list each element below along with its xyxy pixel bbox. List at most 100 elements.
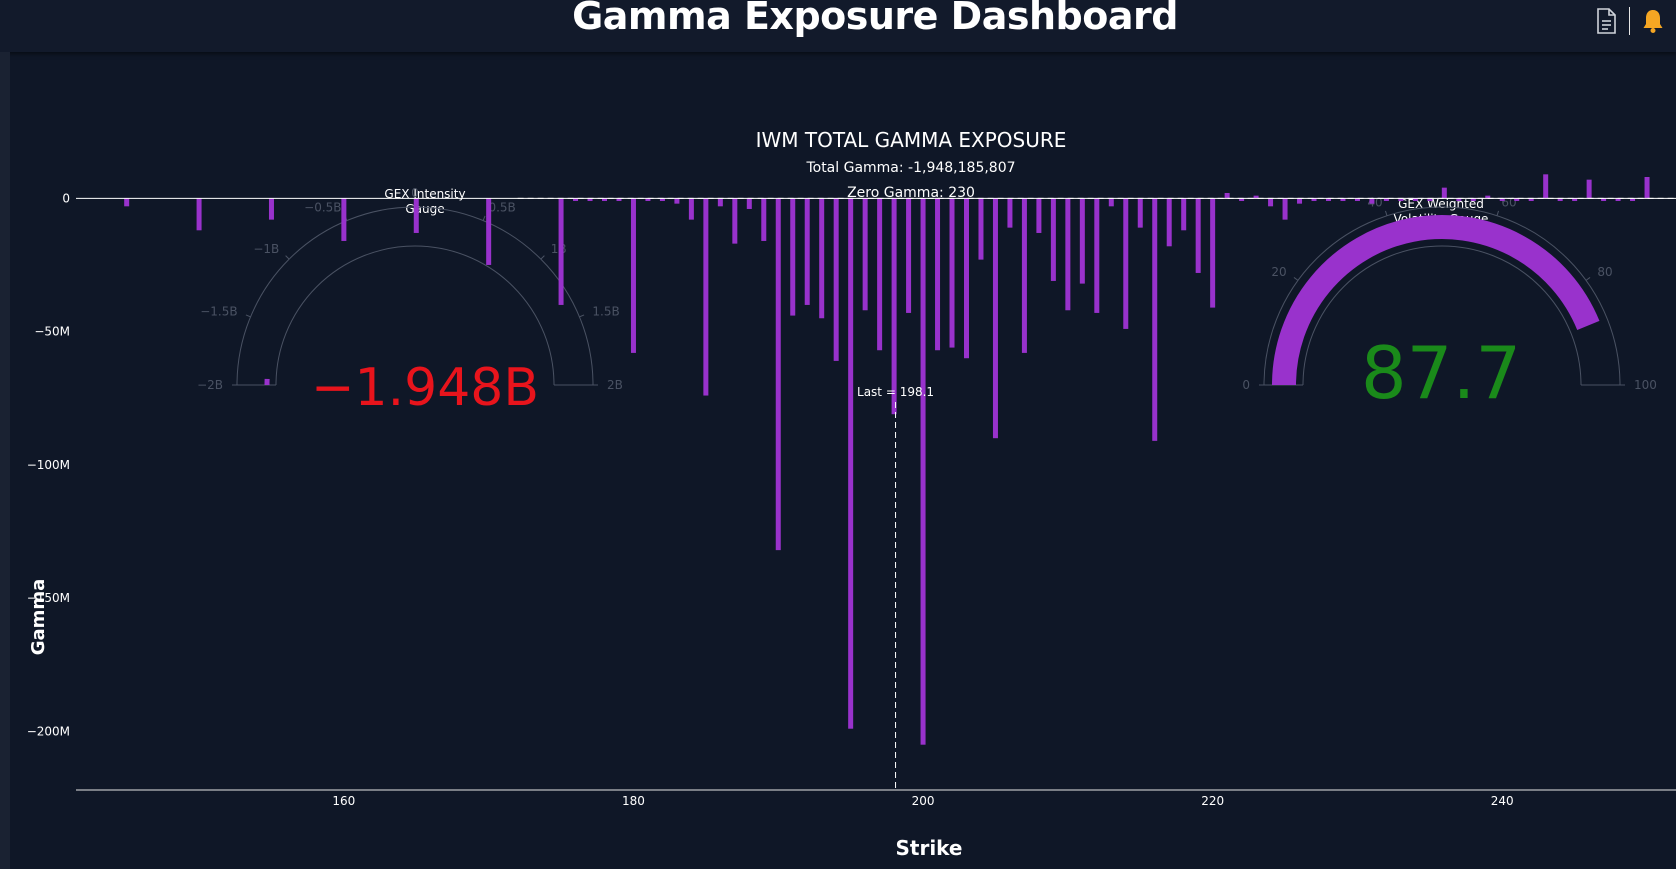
gamma-bar: [645, 198, 651, 201]
gauge-tick-mark: [1585, 277, 1591, 281]
top-bar: Gamma Exposure Dashboard: [0, 0, 1676, 52]
gamma-bar: [992, 198, 998, 439]
gamma-bar: [1630, 198, 1636, 201]
left-sidebar-strip: [0, 52, 10, 869]
gauge-tick-label: 0.5B: [488, 201, 515, 215]
gamma-bar: [1514, 198, 1520, 201]
gamma-bar: [1369, 198, 1375, 204]
gamma-bar: [877, 198, 883, 351]
bell-icon[interactable]: [1640, 7, 1666, 35]
gamma-bar: [1427, 198, 1433, 201]
gamma-bar: [1543, 174, 1549, 199]
gamma-bar: [674, 198, 680, 204]
gamma-bar: [1297, 198, 1303, 204]
total-gamma-label: Total Gamma: -1,948,185,807: [805, 160, 1015, 176]
gamma-bar: [1412, 198, 1418, 201]
gamma-bar: [935, 198, 941, 351]
gamma-bar: [413, 198, 419, 233]
gamma-bar: [1615, 198, 1621, 201]
gamma-bar: [1470, 198, 1476, 201]
gamma-bar: [790, 198, 796, 316]
gamma-bar: [1050, 198, 1056, 281]
gamma-bar: [1166, 198, 1172, 247]
gamma-bar: [1644, 177, 1650, 199]
gamma-bar: [1557, 198, 1563, 201]
gauge-right-value: 87.7: [1361, 331, 1521, 415]
gamma-bar: [848, 198, 854, 729]
gamma-bar: [1340, 198, 1346, 201]
gamma-bar: [1224, 192, 1230, 199]
gauge-left-title-line1: GEX Intensity: [384, 187, 465, 201]
x-tick-label: 160: [332, 794, 355, 808]
gamma-bar: [1383, 198, 1389, 201]
gauge-inner-arc: [1302, 245, 1582, 386]
toolbar-divider: [1629, 7, 1630, 35]
gamma-bar: [978, 198, 984, 260]
gauge-left-value: −1.948B: [311, 358, 539, 418]
gamma-bar: [1485, 195, 1491, 199]
gauge-tick-label: 60: [1501, 195, 1516, 209]
gamma-bar: [659, 198, 665, 201]
gauge-tick-label: 100: [1634, 378, 1657, 392]
gauge-tick-mark: [285, 255, 290, 260]
gamma-bar: [573, 198, 579, 201]
gamma-bar: [891, 198, 897, 415]
document-icon[interactable]: [1593, 7, 1619, 35]
gauge-tick-mark: [1496, 210, 1500, 216]
gauge-tick-mark: [245, 314, 251, 318]
gamma-bar: [268, 198, 274, 220]
gamma-bar: [963, 198, 969, 359]
gamma-bar: [124, 198, 130, 207]
gamma-bar: [587, 198, 593, 201]
gamma-bar: [746, 198, 752, 209]
gamma-bar: [1601, 198, 1607, 201]
gauge-tick-mark: [540, 255, 545, 260]
gamma-bar: [1398, 198, 1404, 201]
gamma-bar: [1181, 198, 1187, 231]
gamma-bar: [703, 198, 709, 396]
last-price-label: Last = 198.1: [857, 385, 934, 399]
gamma-bar: [1007, 198, 1013, 228]
gamma-bar: [862, 198, 868, 311]
gamma-bar: [1108, 198, 1114, 207]
gauge-tick-label: 0: [1242, 378, 1250, 392]
gamma-bar: [804, 198, 810, 305]
gamma-bar: [775, 198, 781, 551]
gamma-bar: [1325, 198, 1331, 201]
chart-area: IWM TOTAL GAMMA EXPOSURE Total Gamma: -1…: [10, 52, 1676, 869]
gamma-bar: [1094, 198, 1100, 313]
gamma-bar: [1354, 198, 1360, 201]
gamma-bar: [616, 198, 622, 201]
gamma-bar: [1210, 198, 1216, 308]
gamma-bar: [1253, 195, 1259, 199]
gauge-tick-label: 80: [1597, 265, 1612, 279]
gamma-bar: [1456, 198, 1462, 201]
y-tick-label: −100M: [27, 458, 70, 472]
gamma-bar: [906, 198, 912, 313]
gauge-tick-label: −2B: [197, 378, 223, 392]
gamma-bar: [602, 198, 608, 201]
gauge-value-bar: [1272, 215, 1600, 386]
gauge-tick-mark: [482, 215, 486, 221]
top-icons: [1593, 4, 1666, 38]
y-tick-label: −200M: [27, 724, 70, 738]
gauge-tick-mark: [579, 314, 585, 318]
gamma-bar: [761, 198, 767, 241]
gauge-outer-arc: [1263, 206, 1621, 386]
gamma-bar: [341, 198, 347, 241]
gauge-tick-label: 20: [1271, 265, 1286, 279]
gamma-bar: [1528, 198, 1534, 201]
gauge-tick-label: 0: [411, 186, 419, 200]
gamma-bar: [1036, 198, 1042, 233]
x-tick-label: 200: [912, 794, 935, 808]
gamma-bar: [819, 198, 825, 319]
y-tick-label: −150M: [27, 591, 70, 605]
gamma-bar: [732, 198, 738, 244]
gamma-bar: [1586, 179, 1592, 199]
gauge-tick-mark: [1293, 277, 1299, 281]
gauge-inner-arc: [275, 245, 555, 386]
x-axis-title: Strike: [895, 836, 962, 860]
gamma-bar: [1441, 187, 1447, 199]
